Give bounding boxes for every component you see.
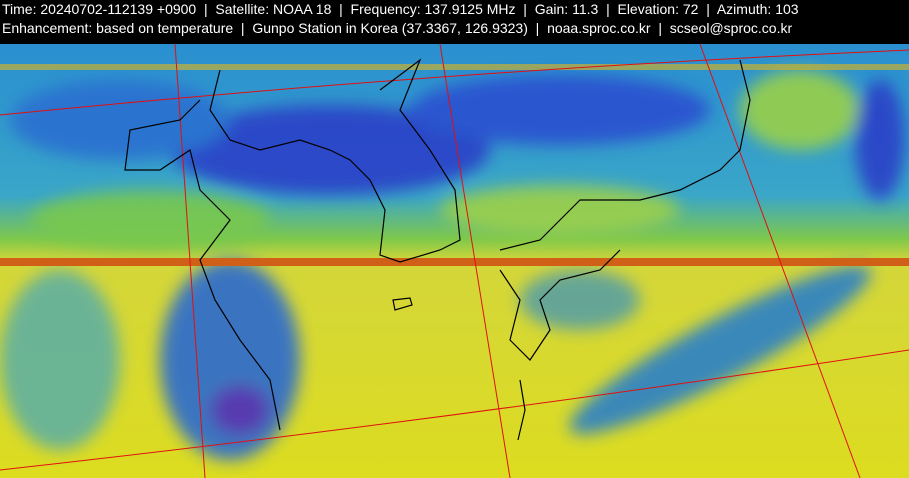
satellite-image [0, 44, 909, 478]
header: Time: 20240702-112139 +0900 | Satellite:… [0, 0, 909, 44]
header-line: Time: 20240702-112139 +0900 | Satellite:… [2, 1, 799, 17]
header-line: Enhancement: based on temperature | Gunp… [2, 20, 793, 36]
